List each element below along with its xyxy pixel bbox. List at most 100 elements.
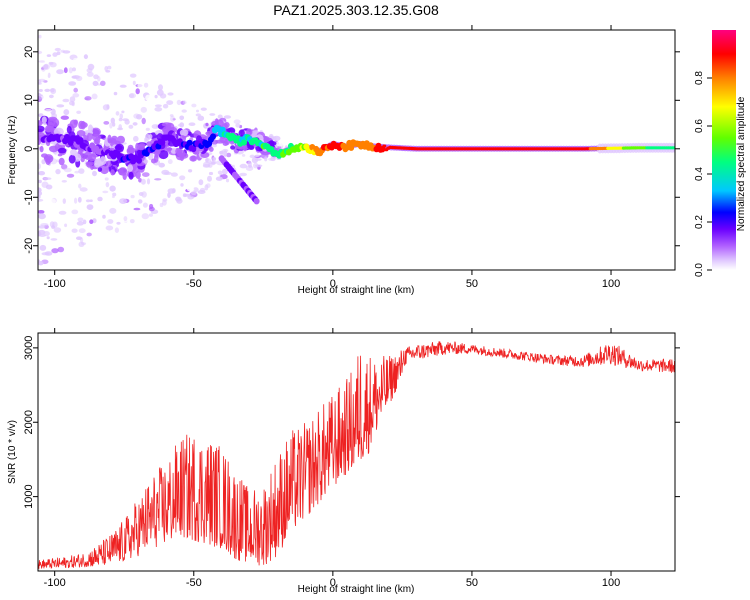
spectrogram-cloud — [69, 119, 78, 129]
spectrogram-speckle — [132, 122, 138, 126]
spectrogram-speckle — [38, 89, 43, 92]
spectrogram-speckle — [170, 172, 178, 177]
spectrogram-speckle — [251, 157, 258, 164]
spectrogram-speckle — [51, 248, 59, 254]
spectrogram-speckle — [78, 183, 82, 189]
spectrogram-speckle — [53, 227, 62, 233]
spectrogram-speckle — [48, 61, 54, 65]
spectrogram-speckle — [162, 199, 167, 206]
spectrogram-speckle — [180, 183, 184, 187]
spectrogram-cloud — [94, 159, 101, 168]
snr-x-tick-label: 50 — [466, 577, 478, 589]
spectrogram-speckle — [191, 103, 197, 108]
snr-marks — [38, 341, 675, 570]
spectrogram-speckle — [86, 71, 94, 77]
spectrogram-speckle — [104, 177, 109, 181]
spectrogram-speckle — [239, 172, 248, 177]
spectrogram-cloud — [60, 115, 69, 120]
spectrogram-cloud — [151, 158, 157, 164]
spectrogram-speckle — [46, 54, 52, 57]
spectrogram-speckle — [38, 50, 43, 55]
spectrogram-cloud — [70, 149, 77, 156]
spectrogram-speckle — [156, 89, 164, 96]
spectrogram-speckle — [38, 195, 41, 199]
spectrogram-y-tick-label: 10 — [23, 94, 35, 106]
spectrogram-speckle — [135, 88, 140, 95]
spectrogram-speckle — [241, 158, 247, 163]
spectrogram-speckle — [148, 206, 155, 212]
spectrogram-speckle — [223, 115, 231, 119]
spectrogram-speckle — [73, 87, 78, 93]
spectrogram-speckle — [226, 152, 232, 158]
spectrogram-y-tick-label: 20 — [23, 46, 35, 58]
spectrogram-speckle — [143, 82, 149, 88]
spectrogram-speckle — [50, 170, 56, 176]
spectrogram-cloud — [158, 150, 169, 160]
spectrogram-speckle — [38, 78, 46, 83]
spectrogram-speckle — [92, 80, 99, 87]
spectrogram-speckle — [212, 157, 217, 161]
spectrogram-speckle — [209, 160, 217, 165]
spectrogram-speckle — [241, 154, 246, 157]
spectrogram-speckle — [67, 195, 74, 200]
spectrogram-cloud — [179, 129, 189, 137]
spectrogram-speckle — [112, 192, 117, 197]
spectrogram-cloud — [38, 120, 43, 126]
spectrogram-speckle — [41, 218, 46, 225]
spectrogram-ridge — [672, 146, 675, 150]
spectrogram-cloud — [116, 135, 126, 144]
spectrogram-speckle — [89, 219, 94, 224]
spectrogram-speckle — [129, 73, 137, 78]
spectrogram-speckle — [142, 172, 150, 178]
spectrogram-speckle — [198, 179, 204, 186]
snr-line — [38, 341, 675, 570]
spectrogram-speckle — [58, 210, 67, 215]
spectrogram-speckle — [190, 191, 197, 196]
spectrogram-y-tick-label: -20 — [23, 238, 35, 254]
spectrogram-speckle — [38, 163, 41, 170]
spectrogram-speckle — [73, 57, 79, 61]
spectrogram-speckle — [109, 122, 113, 129]
spectrogram-speckle — [93, 74, 99, 80]
spectrogram-speckle — [44, 251, 53, 256]
spectrogram-x-tick-label: -50 — [186, 278, 202, 290]
spectrogram-speckle — [75, 75, 83, 81]
spectrogram-speckle — [49, 94, 54, 99]
spectrogram-speckle — [141, 117, 146, 125]
colorbar-ticks: 0.0 0.2 0.4 0.6 0.8 — [694, 71, 712, 277]
spectrogram-cloud — [38, 125, 45, 133]
spectrogram-cloud — [189, 155, 197, 162]
spectrogram-speckle — [56, 104, 65, 108]
spectrogram-speckle — [55, 168, 61, 175]
spectrogram-speckle — [63, 109, 70, 116]
spectrogram-speckle — [64, 223, 68, 228]
spectrogram-frame — [37, 29, 676, 271]
spectrogram-x-tick-label: 100 — [602, 278, 620, 290]
spectrogram-speckle — [71, 228, 78, 233]
spectrogram-speckle — [116, 221, 121, 225]
snr-x-tick-label: 100 — [602, 577, 620, 589]
spectrogram-speckle — [49, 88, 55, 93]
snr-y-tick-label: 2000 — [23, 410, 35, 434]
spectrogram-cloud — [136, 144, 145, 151]
spectrogram-speckle — [38, 110, 42, 114]
spectrogram-speckle — [100, 80, 106, 87]
spectrogram-cloud — [48, 116, 58, 121]
spectrogram-speckle — [133, 207, 141, 211]
snr-y-tick-label: 1000 — [23, 484, 35, 508]
spectrogram-speckle — [145, 127, 150, 131]
spectrogram-speckle — [167, 159, 173, 165]
spectrogram-speckle — [105, 225, 114, 231]
spectrogram-speckle — [225, 178, 230, 183]
spectrogram-cloud — [110, 169, 115, 176]
spectrogram-cloud — [224, 122, 230, 128]
spectrogram-speckle — [128, 124, 134, 129]
spectrogram-speckle — [119, 198, 128, 205]
spectrogram-cloud — [100, 165, 109, 175]
spectrogram-speckle — [109, 207, 117, 214]
spectrogram-speckle — [253, 152, 261, 157]
spectrogram-ridge — [348, 144, 355, 151]
spectrogram-y-ticks: -20 -10 0 10 20 — [23, 46, 680, 254]
spectrogram-speckle — [164, 171, 172, 175]
